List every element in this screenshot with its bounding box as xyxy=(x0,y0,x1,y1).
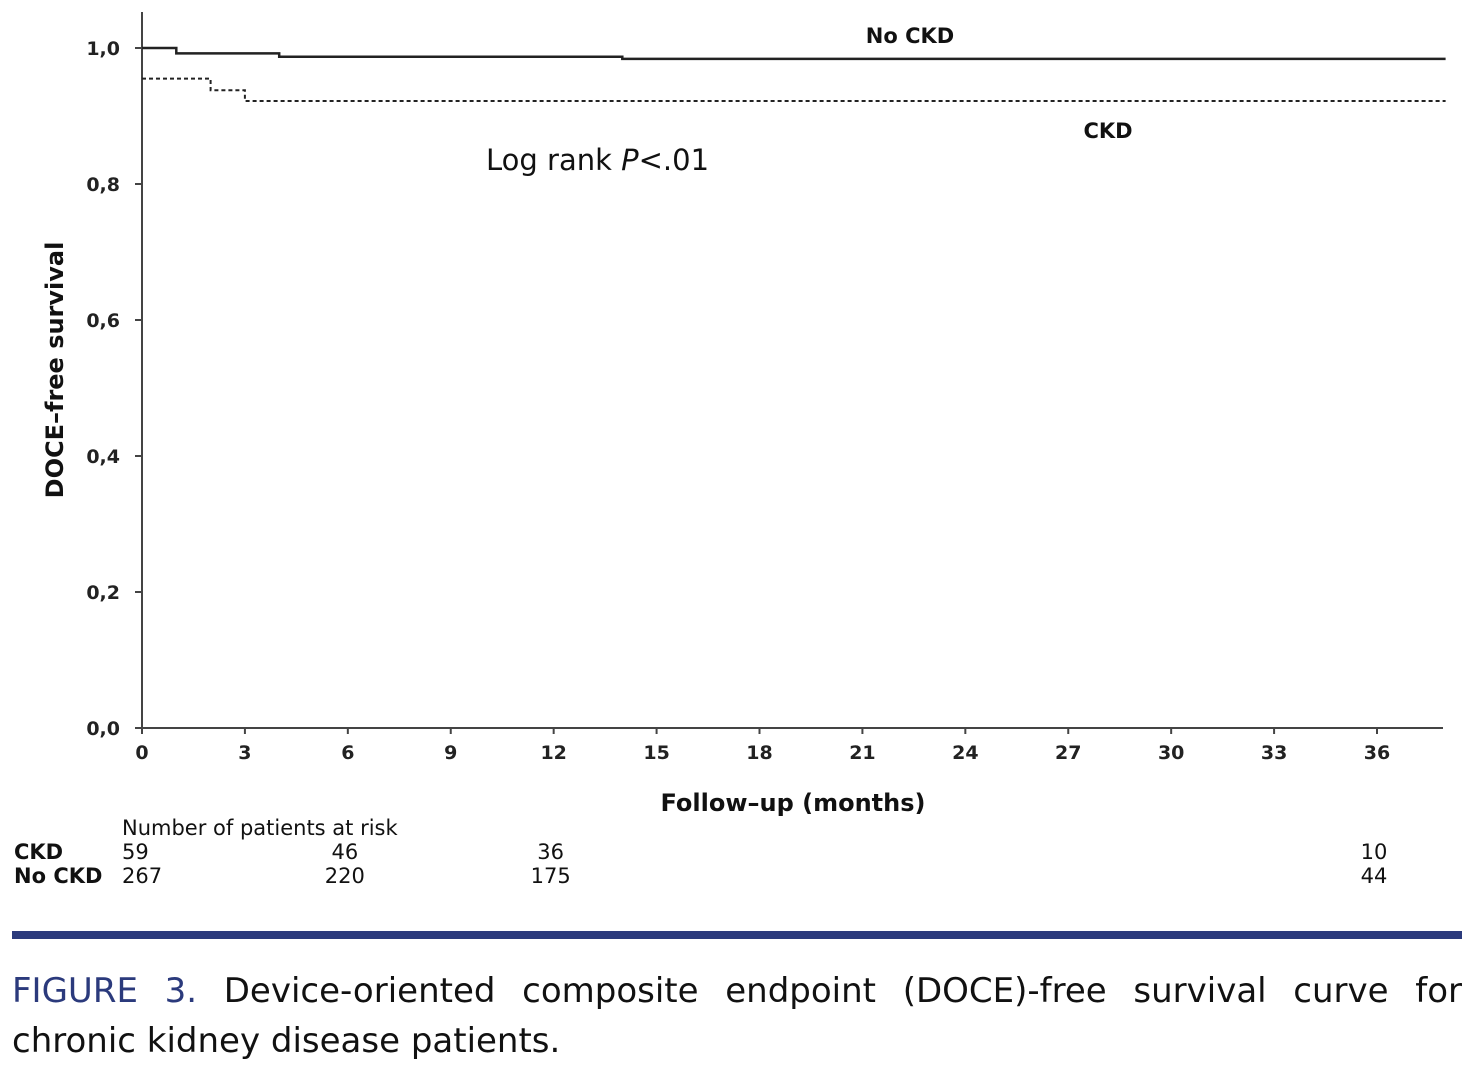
x-tick-label: 3 xyxy=(238,742,251,764)
log-rank-annotation: Log rank P<.01 xyxy=(486,143,709,177)
annotation-prefix: Log rank xyxy=(486,143,621,177)
x-tick-label: 18 xyxy=(746,742,772,764)
risk-table-title: Number of patients at risk xyxy=(122,816,398,840)
x-tick-label: 30 xyxy=(1158,742,1184,764)
x-tick-label: 24 xyxy=(952,742,978,764)
series-line-no-ckd xyxy=(142,46,1446,61)
risk-value: 175 xyxy=(531,864,571,888)
survival-curves xyxy=(142,46,1446,102)
risk-value: 10 xyxy=(1361,840,1388,864)
risk-value: 36 xyxy=(537,840,564,864)
annotation-suffix: <.01 xyxy=(639,143,709,177)
risk-row-label: CKD xyxy=(14,840,63,864)
caption-divider xyxy=(12,931,1462,939)
risk-value: 46 xyxy=(331,840,358,864)
survival-chart: 0,00,20,40,60,81,00 3 6 9 12 15 18 21 24 27 30 33 36… xyxy=(14,12,1446,888)
risk-row-label: No CKD xyxy=(14,864,102,888)
y-tick-label: 0,2 xyxy=(86,582,120,604)
x-axis-title: Follow–up (months) xyxy=(660,789,925,817)
chart-labels: No CKD CKD Log rank P<.01 xyxy=(486,24,1133,177)
x-tick-label: 12 xyxy=(540,742,566,764)
x-tick-label: 0 xyxy=(135,742,148,764)
x-tick-label: 33 xyxy=(1261,742,1287,764)
series-label-no-ckd: No CKD xyxy=(866,24,954,48)
risk-value: 220 xyxy=(325,864,365,888)
figure-label: FIGURE 3. xyxy=(12,971,198,1011)
x-tick-label: 6 xyxy=(341,742,354,764)
risk-value: 44 xyxy=(1361,864,1388,888)
x-tick-label: 15 xyxy=(643,742,669,764)
axes: 0,00,20,40,60,81,00 3 6 9 12 15 18 21 24 27 30 33 36… xyxy=(41,12,1443,817)
x-tick-label: 21 xyxy=(849,742,875,764)
risk-table: Number of patients at risk CKD 59 46 36 10 No … xyxy=(14,816,1387,888)
y-tick-label: 0,4 xyxy=(86,446,120,468)
figure-caption: FIGURE 3. Device-oriented composite endp… xyxy=(12,966,1462,1066)
y-tick-label: 0,8 xyxy=(86,174,120,196)
series-line-ckd xyxy=(142,77,1446,102)
series-label-ckd: CKD xyxy=(1083,119,1132,143)
x-tick-label: 27 xyxy=(1055,742,1081,764)
y-tick-label: 0,6 xyxy=(86,310,120,332)
y-axis-title: DOCE–free survival xyxy=(41,242,69,499)
y-tick-label: 0,0 xyxy=(86,718,120,740)
risk-value: 267 xyxy=(122,864,162,888)
annotation-p: P xyxy=(621,143,639,177)
y-tick-label: 1,0 xyxy=(86,38,120,60)
x-tick-label: 9 xyxy=(444,742,457,764)
caption-text: Device-oriented composite endpoint (DOCE… xyxy=(12,971,1462,1061)
risk-value: 59 xyxy=(122,840,149,864)
x-tick-label: 36 xyxy=(1364,742,1390,764)
